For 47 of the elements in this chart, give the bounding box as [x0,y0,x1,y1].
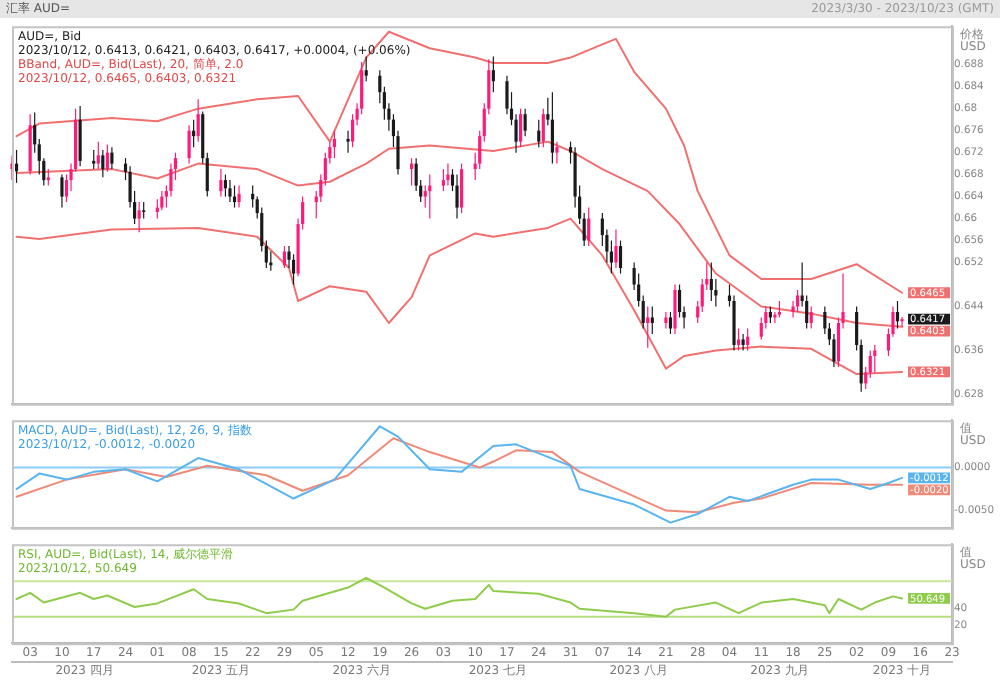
candlestick [364,55,368,82]
candlestick [873,344,877,374]
candlestick [101,149,105,178]
candlestick [673,283,677,335]
candlestick [746,327,750,352]
candlestick [110,146,114,170]
candlestick [550,91,554,165]
candlestick [614,228,618,269]
candlestick [668,311,673,335]
candlestick [618,239,623,275]
candlestick [809,305,813,330]
candlestick [523,108,527,137]
candlestick [60,174,64,209]
candlestick [441,168,445,192]
candlestick [741,333,745,352]
candlestick [736,327,741,352]
candlestick [459,163,464,214]
candlestick [228,179,232,203]
candlestick [895,300,900,330]
candlestick [96,141,100,170]
candlestick [346,130,350,154]
candlestick [646,305,650,349]
candlestick [332,130,337,159]
candlestick [455,174,459,220]
candlestick [519,108,523,148]
candlestick [291,253,296,286]
candlestick [160,190,164,211]
candlestick [541,108,545,148]
candlestick [491,55,495,93]
candlestick [650,305,654,335]
candlestick [28,113,32,176]
candlestick [709,261,713,302]
candlestick [555,141,559,165]
candlestick [187,124,191,165]
candlestick [219,168,223,198]
candlestick [537,119,541,148]
candlestick [78,105,82,167]
candlestick [664,311,668,330]
candlestick [137,201,141,233]
candlestick [587,206,591,247]
candlestick [223,174,228,198]
candlestick [900,316,904,328]
candlestick [105,143,109,173]
candlestick [237,185,241,209]
candlestick [196,98,200,143]
candlestick [92,149,96,170]
candlestick [446,163,450,187]
